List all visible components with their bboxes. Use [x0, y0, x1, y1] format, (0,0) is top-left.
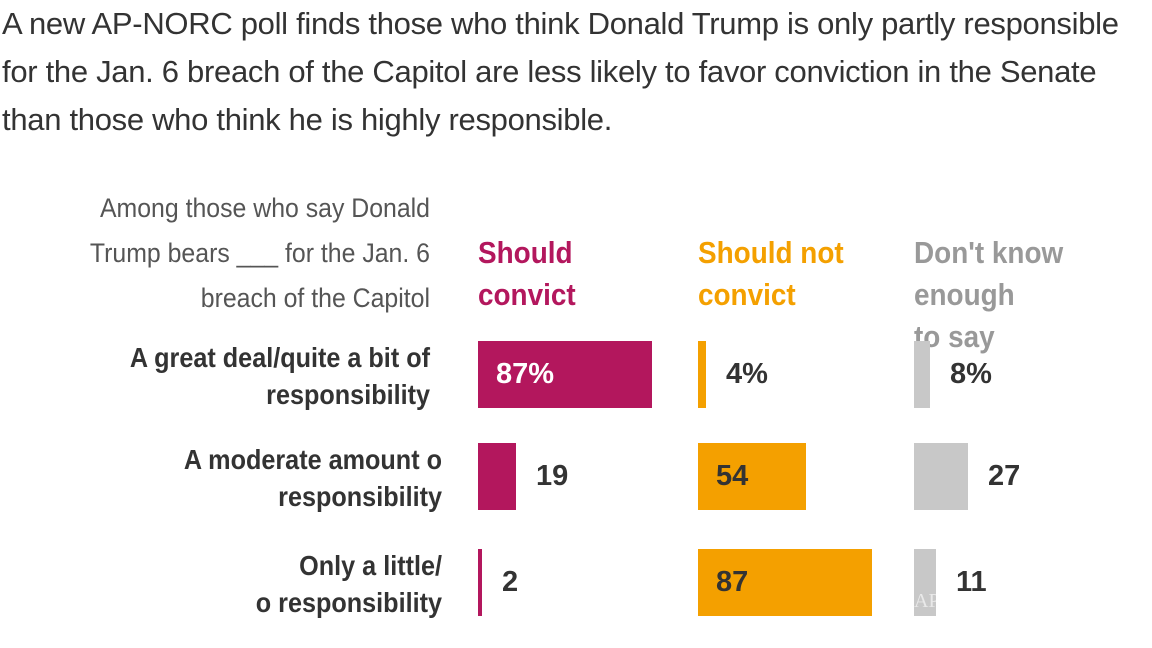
bar [698, 549, 872, 616]
data-label: 87 [716, 566, 749, 598]
bar [478, 443, 516, 510]
data-label: 27 [988, 460, 1021, 492]
data-label: 11 [956, 566, 987, 598]
bar [478, 549, 482, 616]
chart-title: A new AP-NORC poll finds those who think… [2, 6, 1119, 137]
data-label: 4% [726, 358, 768, 390]
bar [914, 341, 930, 408]
data-label: 8% [950, 358, 992, 390]
row-label: Only a little/ o responsibility [255, 550, 442, 618]
bar [478, 341, 652, 408]
column-header: Should not convict [698, 235, 844, 312]
row-label: A moderate amount o responsibility [183, 444, 443, 512]
data-label: 87% [496, 358, 555, 390]
data-label: 54 [716, 460, 749, 492]
column-header: Should convict [478, 235, 576, 312]
row-header: Among those who say Donald Trump bears _… [89, 193, 430, 313]
data-label: 19 [536, 460, 569, 492]
bar [914, 443, 968, 510]
bar [698, 341, 706, 408]
data-label: 2 [502, 566, 519, 598]
bar [914, 549, 936, 616]
row-label: A great deal/quite a bit of responsibili… [129, 342, 430, 410]
ap-watermark: AP [914, 590, 940, 612]
column-header: Don't know enough to say [914, 235, 1064, 354]
bar [698, 443, 806, 510]
